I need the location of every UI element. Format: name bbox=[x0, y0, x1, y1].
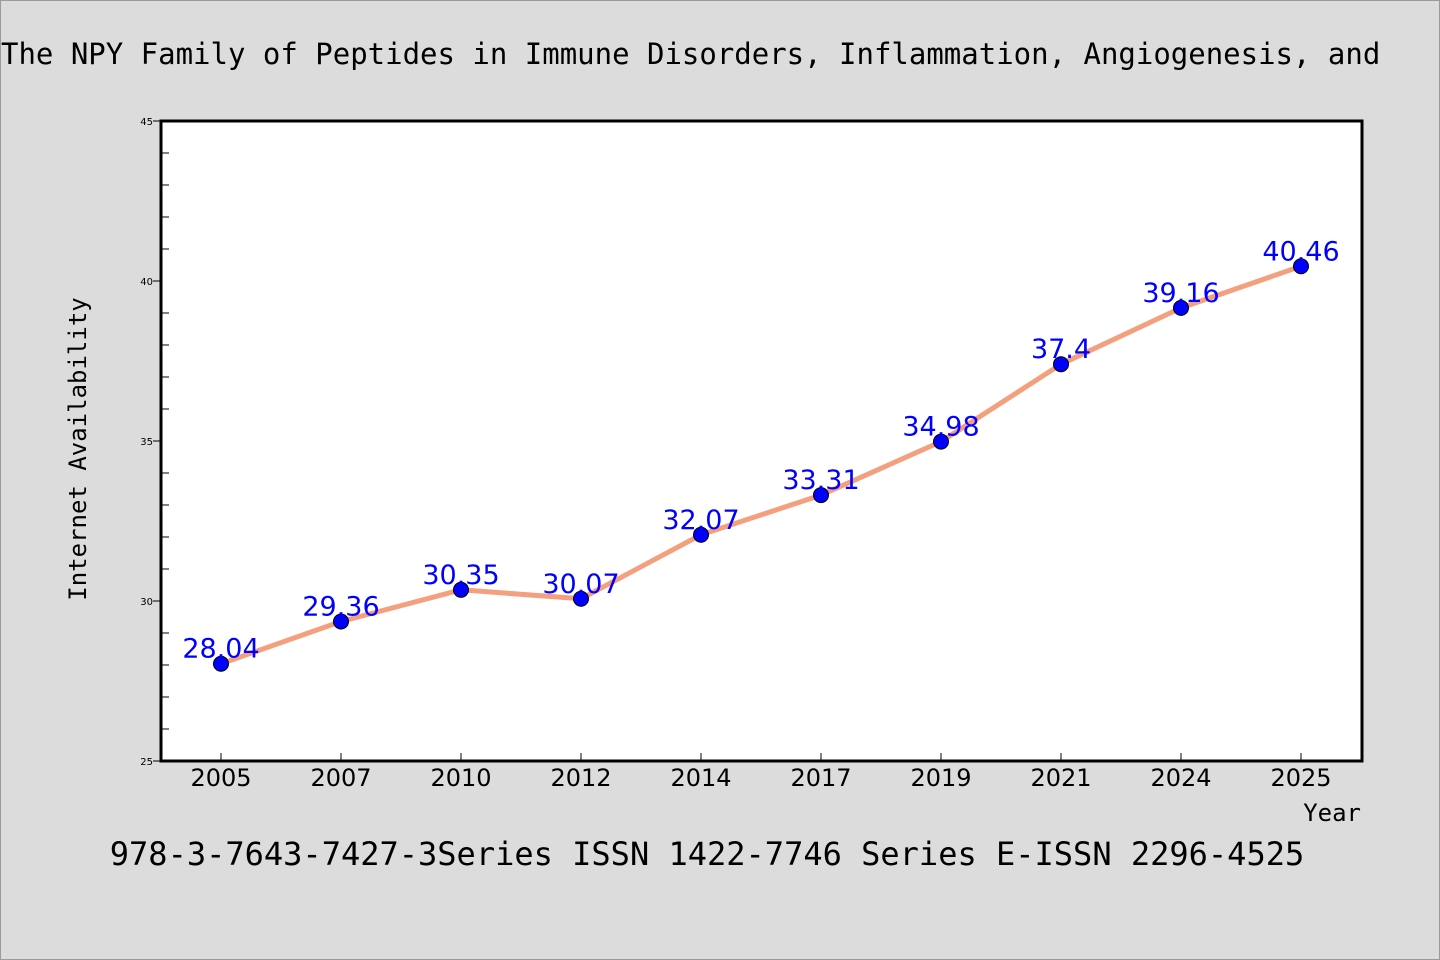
y-tick-label: 45 bbox=[140, 117, 153, 128]
data-point bbox=[933, 433, 949, 450]
data-label: 29.36 bbox=[302, 591, 379, 622]
x-tick-label: 2010 bbox=[430, 764, 491, 792]
data-markers bbox=[213, 258, 1309, 672]
data-point bbox=[453, 581, 469, 598]
data-point bbox=[1053, 356, 1069, 373]
data-label: 33.31 bbox=[782, 465, 859, 496]
data-label: 34.98 bbox=[902, 412, 979, 443]
x-tick-label: 2007 bbox=[310, 764, 371, 792]
data-label: 39.16 bbox=[1142, 278, 1219, 309]
data-label: 40.46 bbox=[1262, 236, 1339, 267]
x-axis-title: Year bbox=[1303, 799, 1361, 827]
x-tick-label: 2024 bbox=[1150, 764, 1211, 792]
y-tick-label: 35 bbox=[140, 437, 153, 448]
x-tick-label: 2012 bbox=[550, 764, 611, 792]
x-tick-label: 2021 bbox=[1030, 764, 1091, 792]
chart-footer: 978-3-7643-7427-3Series ISSN 1422-7746 S… bbox=[110, 835, 1304, 873]
data-point bbox=[213, 655, 229, 672]
data-point bbox=[1173, 299, 1189, 316]
data-point bbox=[573, 590, 589, 607]
plot-area bbox=[159, 119, 1364, 763]
data-label: 32.07 bbox=[662, 505, 739, 536]
series-line bbox=[220, 263, 1302, 667]
x-tick-label: 2025 bbox=[1270, 764, 1331, 792]
x-tick-label: 2019 bbox=[910, 764, 971, 792]
data-label: 30.35 bbox=[422, 560, 499, 591]
data-point bbox=[333, 613, 349, 630]
x-tick-label: 2017 bbox=[790, 764, 851, 792]
y-tick-label: 30 bbox=[140, 597, 153, 608]
y-tick-label: 25 bbox=[140, 757, 153, 768]
data-point bbox=[813, 487, 829, 504]
x-axis: 2005 2007 2010 2012 2014 2017 2019 2021 2024 2025 bbox=[190, 753, 1332, 792]
data-labels: 28.04 29.36 30.35 30.07 32.07 33.31 34.98 37.4 3… bbox=[182, 236, 1339, 664]
y-axis-title: Internet Availability bbox=[64, 297, 92, 600]
data-point bbox=[1293, 258, 1309, 275]
data-label: 30.07 bbox=[542, 569, 619, 600]
x-tick-label: 2014 bbox=[670, 764, 731, 792]
x-tick-label: 2005 bbox=[190, 764, 251, 792]
chart-title: The NPY Family of Peptides in Immune Dis… bbox=[1, 37, 1380, 71]
data-label: 37.4 bbox=[1031, 334, 1091, 365]
y-tick-label: 40 bbox=[140, 277, 153, 288]
data-point bbox=[693, 526, 709, 543]
y-axis: 25 30 35 40 45 bbox=[140, 117, 169, 768]
data-label: 28.04 bbox=[182, 634, 259, 665]
